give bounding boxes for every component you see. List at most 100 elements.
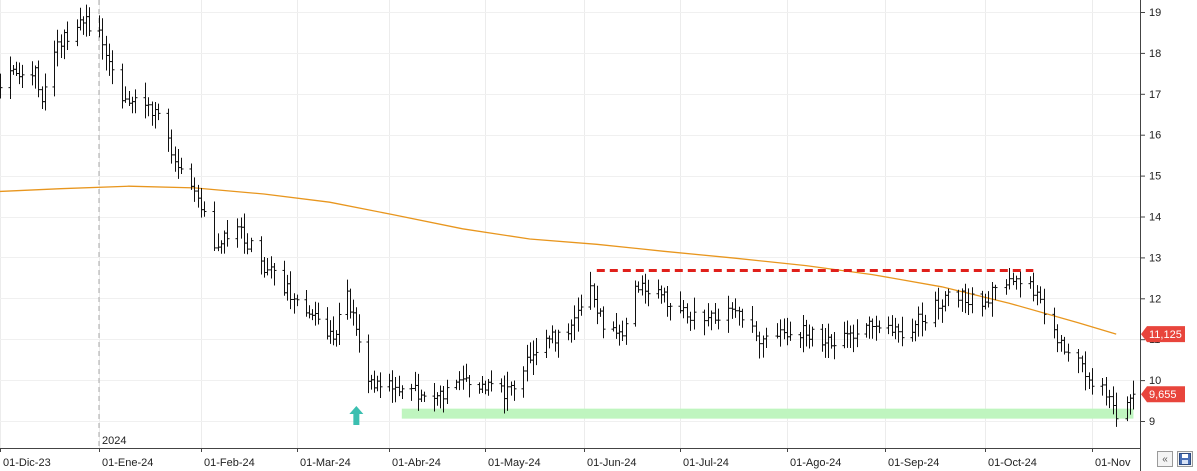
ohlc-bar [966, 288, 971, 315]
y-tick-label: 16 [1149, 130, 1161, 142]
ohlc-bar [956, 289, 961, 308]
ohlc-bar [665, 286, 670, 317]
ohlc-bar [916, 306, 921, 337]
moving-average-path [0, 185, 1117, 335]
ohlc-bar [726, 295, 731, 333]
ohlc-bar [785, 317, 790, 346]
ohlc-bar [572, 305, 577, 341]
ohlc-bar [1004, 279, 1009, 295]
ohlc-bar [245, 233, 250, 255]
ohlc-bar [409, 383, 414, 401]
ohlc-bar [1059, 335, 1064, 352]
ohlc-bar [566, 323, 571, 341]
ohlc-bar [441, 386, 446, 413]
ohlc-bar [457, 371, 462, 391]
ohlc-bar [272, 263, 277, 286]
ohlc-bar [52, 40, 57, 97]
ohlc-bar [369, 374, 374, 390]
ohlc-bar [235, 218, 240, 248]
ohlc-bar [1100, 377, 1105, 396]
x-tick-label: 01-May-24 [488, 457, 541, 469]
ohlc-bar [1076, 349, 1081, 374]
ohlc-bar [199, 188, 204, 218]
ohlc-bar [900, 316, 905, 347]
ohlc-bar [216, 233, 221, 252]
ohlc-bar [874, 315, 879, 341]
ohlc-bar [17, 62, 22, 85]
ohlc-bar [110, 50, 115, 85]
ohlc-bar [1062, 336, 1067, 355]
ohlc-bar [832, 331, 837, 360]
ohlc-bar [179, 157, 184, 174]
ohlc-bar [920, 302, 925, 337]
ohlc-bar [692, 297, 697, 330]
y-tick-label: 17 [1149, 89, 1161, 101]
ohlc-bar [993, 284, 998, 301]
ohlc-bar [130, 96, 135, 114]
ohlc-bar [544, 329, 549, 359]
ohlc-bar [1066, 343, 1071, 362]
ohlc-bar [782, 318, 787, 340]
ohlc-bar [393, 377, 398, 403]
ohlc-bar [378, 372, 383, 398]
ohlc-bar [219, 240, 224, 254]
y-axis-ticks: 910111213141516171819 [1140, 7, 1161, 428]
ohlc-bar [1028, 276, 1033, 289]
ohlc-bar [614, 313, 619, 339]
ohlc-bar [372, 370, 377, 393]
ohlc-bar [123, 86, 128, 103]
save-button[interactable] [1177, 451, 1193, 467]
ohlc-bar [202, 201, 207, 217]
ohlc-bar [579, 294, 584, 316]
ohlc-bar [778, 319, 783, 347]
support-zone-band [401, 408, 1134, 419]
ohlc-bar [292, 293, 297, 314]
ohlc-bar [851, 324, 856, 353]
ohlc-bar [855, 319, 860, 348]
ohlc-bar [348, 288, 353, 319]
ohlc-bar [100, 18, 105, 60]
y-tick-label: 12 [1149, 293, 1161, 305]
x-tick-label: 01-Mar-24 [300, 457, 351, 469]
ohlc-bar [30, 61, 35, 86]
ohlc-bar [486, 378, 491, 396]
ohlc-bar [525, 344, 530, 382]
ohlc-bar [505, 371, 510, 411]
moving-average-line [0, 185, 1117, 335]
ohlc-bar [285, 274, 290, 301]
ohlc-bar [337, 302, 342, 346]
ohlc-bar [65, 21, 70, 50]
ohlc-bar [595, 285, 600, 325]
ohlc-bar [688, 311, 693, 331]
ohlc-bar [366, 334, 371, 394]
ohlc-bar [867, 316, 872, 339]
ohlc-bar [467, 375, 472, 398]
year-marker-label: 2024 [102, 435, 126, 447]
ohlc-bar [716, 308, 721, 330]
ohlc-bar [354, 307, 359, 336]
ohlc-bar [87, 7, 92, 37]
ohlc-bar [656, 279, 661, 299]
ohlc-bar [598, 308, 603, 317]
scroll-left-button[interactable]: « [1157, 451, 1173, 467]
ohlc-bar [788, 321, 793, 341]
ohlc-bar [1011, 272, 1016, 286]
ohlc-bar [643, 273, 648, 304]
svg-text:11,125: 11,125 [1149, 329, 1182, 341]
ohlc-bar [1114, 392, 1119, 427]
ohlc-bar [820, 323, 825, 352]
y-tick-label: 10 [1149, 375, 1161, 387]
y-tick-label: 13 [1149, 252, 1161, 264]
ohlc-bar [534, 337, 539, 366]
ohlc-bar [502, 375, 507, 414]
ohlc-bar [489, 370, 494, 392]
ohlc-bar [636, 281, 641, 293]
ohlc-bar [397, 375, 402, 397]
ohlc-bar [438, 385, 443, 409]
ohlc-bar [923, 314, 928, 331]
ohlc-bar [550, 325, 555, 344]
ohlc-bar [512, 380, 517, 401]
ohlc-bar [877, 320, 882, 334]
ohlc-bar [97, 15, 102, 38]
